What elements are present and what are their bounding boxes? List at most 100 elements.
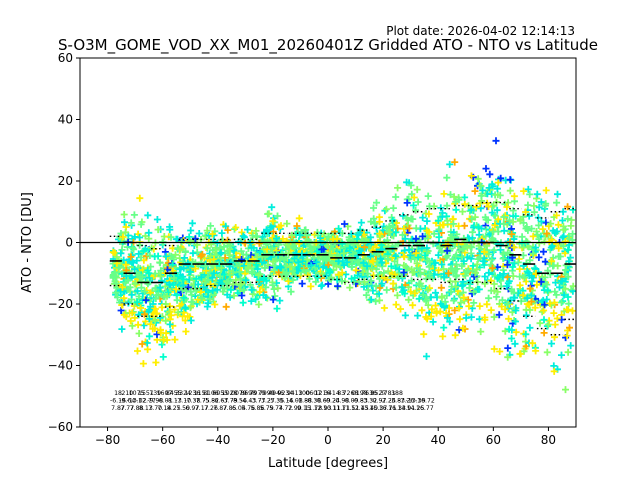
scatter-point [466,277,474,285]
scatter-point [129,244,137,252]
scatter-point [192,275,200,283]
scatter-point [176,245,184,253]
scatter-point [112,289,120,297]
scatter-point [369,257,377,265]
scatter-point [335,225,343,233]
bin-annotation-text: 7979 [250,390,266,397]
scatter-point [558,316,566,324]
scatter-point [142,296,150,304]
bin-annotation-text: -13.39 [406,398,426,405]
scatter-point [187,227,195,234]
scatter-point [535,221,543,229]
scatter-point [494,215,502,223]
scatter-point [119,283,126,291]
scatter-point [235,268,243,276]
chart-title: S-O3M_GOME_VOD_XX_M01_20260401Z Gridded … [58,36,598,55]
scatter-point [469,228,476,236]
scatter-point [109,248,117,256]
scatter-point [511,340,519,348]
y-tick-label: 0 [65,236,73,250]
scatter-point [154,226,162,234]
scatter-point [474,278,482,286]
scatter-point [239,299,247,307]
scatter-point [383,286,391,294]
scatter-point [423,227,431,235]
scatter-point [148,244,156,252]
scatter-point [286,263,294,271]
scatter-point [512,212,520,220]
scatter-point [520,243,527,251]
y-tick-label: 40 [58,113,73,127]
scatter-point [452,261,460,268]
scatter-point [405,296,413,304]
scatter-point [400,269,408,276]
scatter-point [492,137,500,145]
scatter-point [158,303,166,311]
bin-annotation-text: -16.72 [415,398,435,405]
scatter-point [440,190,448,198]
scatter-point [202,286,210,294]
scatter-point [210,269,218,277]
scatter-point [551,288,559,296]
scatter-point [438,293,446,300]
scatter-point [508,230,516,238]
scatter-point [560,232,568,240]
bin-annotation-text: 388 [391,390,403,397]
scatter-point [259,291,267,299]
scatter-point [128,291,136,299]
scatter-point [433,307,441,315]
bin-annotation-text: -13.02 [127,398,147,405]
bin-annotation-text: -6.67 [212,398,228,405]
scatter-point [548,340,555,348]
scatter-point [293,222,301,230]
scatter-point [485,250,493,258]
scatter-point [227,259,235,266]
scatter-point [448,264,456,272]
scatter-point [494,191,502,199]
scatter-point [521,274,528,282]
scatter-point [471,269,479,277]
bin-annotation-text: 8.13 [139,405,153,412]
scatter-point [134,347,141,355]
bin-annotation-text: 83 [337,390,345,397]
scatter-point [518,239,526,247]
scatter-point [121,218,128,226]
scatter-point [147,263,155,271]
scatter-point [153,310,161,318]
scatter-point [459,324,467,332]
scatter-point [443,202,451,210]
scatter-point [459,208,466,216]
scatter-point [465,284,473,292]
scatter-point [276,297,284,305]
scatter-point [136,234,144,241]
scatter-point [216,244,224,252]
scatter-point [395,273,403,281]
scatter-point [169,261,177,269]
scatter-point [372,297,380,305]
scatter-point [370,215,378,223]
scatter-point [145,229,153,237]
scatter-point [347,230,355,238]
bin-annotation-text: 7.88 [130,405,144,412]
scatter-point [283,220,291,228]
scatter-point [314,274,322,281]
scatter-point [476,254,484,262]
scatter-point [516,217,524,225]
scatter-point [188,291,196,299]
bin-annotation-text: -6.01 [156,398,172,405]
scatter-point [543,281,551,289]
scatter-point [473,260,481,268]
x-tick-label: 20 [375,433,390,447]
scatter-point [172,251,179,259]
bin-annotation-text: 0079 [231,390,247,397]
x-tick-label: 60 [486,433,501,447]
scatter-point [455,304,463,312]
scatter-point [418,306,426,314]
scatter-point [510,235,518,243]
scatter-point [207,240,215,248]
scatter-point [329,246,337,254]
scatter-point [378,259,386,267]
scatter-point [298,280,306,288]
scatter-point [506,250,514,258]
scatter-point [279,235,287,243]
